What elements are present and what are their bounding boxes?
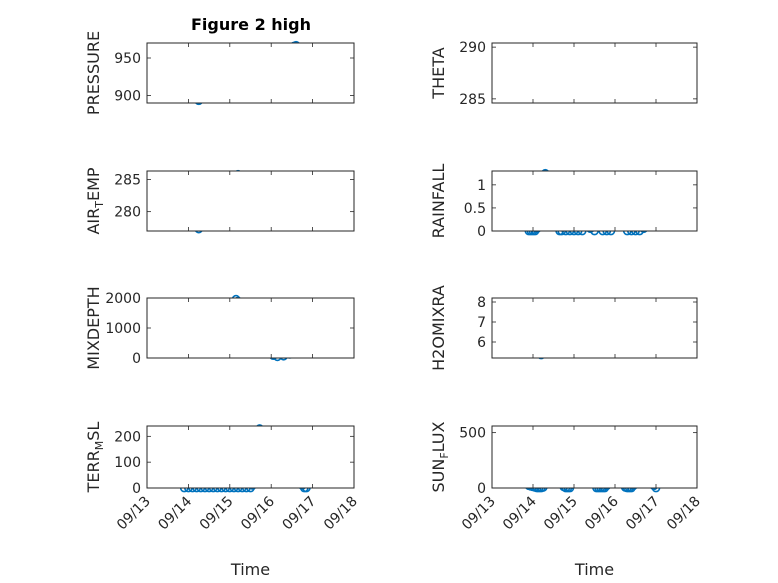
y-tick-label: 0 [477,224,486,240]
y-tick-label: 950 [114,51,141,67]
y-tick-label: 0 [132,481,141,497]
subplot-theta: 285 290 THETA [429,40,698,108]
y-tick-label: 6 [477,335,486,351]
y-axis-label: H2OMIXRA [429,285,448,371]
y-tick-label: 1000 [105,321,141,337]
axes-box [146,170,355,232]
y-axis-label: RAINFALL [429,164,448,239]
y-tick-label: 290 [459,40,486,56]
axes-box [146,425,355,489]
y-tick-label: 900 [114,89,141,105]
y-tick-label: 0 [477,481,486,497]
y-tick-label: 0.5 [464,201,486,217]
axes-box [146,297,355,359]
axes-box [491,170,698,232]
figure-title: Figure 2 high [191,15,311,34]
y-tick-label: 280 [114,205,141,221]
y-tick-label: 285 [459,92,486,108]
y-tick-label: 0 [132,351,141,367]
y-axis-label: THETA [429,47,448,99]
subplot-rainfall: 0 0.5 1 RAINFALL [429,164,698,240]
subplot-air-temp: 280 285 AIRTEMP [84,167,355,235]
y-axis-label: SUNFLUX [429,421,451,492]
y-tick-label: 2000 [105,291,141,307]
y-tick-label: 7 [477,315,486,331]
axes-box [491,425,698,489]
y-tick-label: 285 [114,172,141,188]
y-axis-label: TERRMSL [84,422,106,494]
y-tick-label: 1 [477,178,486,194]
axes-box [491,42,698,104]
y-tick-label: 100 [114,455,141,471]
subplot-h2omixra: 6 7 8 H2OMIXRA [429,285,698,371]
y-axis-label: AIRTEMP [84,167,106,234]
axes-box [146,42,355,104]
subplot-pressure: 900 950 PRESSURE [84,31,355,115]
y-tick-label: 500 [459,426,486,442]
y-tick-label: 8 [477,295,486,311]
y-tick-label: 200 [114,429,141,445]
y-axis-label: PRESSURE [84,31,103,115]
x-axis-label: Time [574,560,614,579]
axes-box [491,297,698,359]
y-axis-label: MIXDEPTH [84,286,103,369]
x-axis-label: Time [230,560,270,579]
